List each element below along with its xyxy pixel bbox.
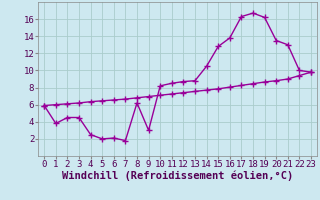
X-axis label: Windchill (Refroidissement éolien,°C): Windchill (Refroidissement éolien,°C) [62,171,293,181]
